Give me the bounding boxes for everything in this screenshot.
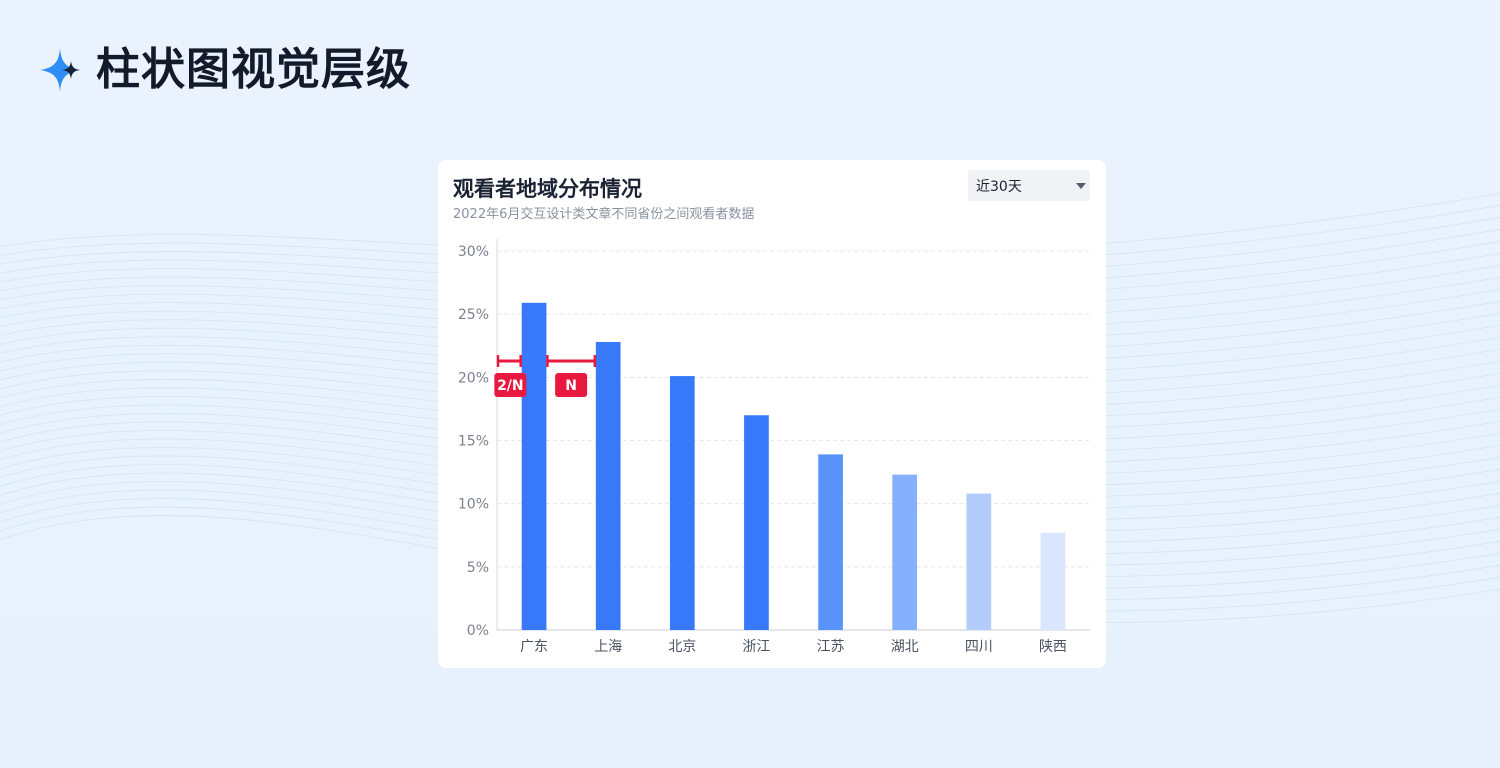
bar-陕西[interactable] xyxy=(1040,532,1066,630)
full-gap-badge xyxy=(555,373,588,397)
x-tick-label: 湖北 xyxy=(891,639,919,655)
x-tick-label: 四川 xyxy=(965,639,993,655)
bar-北京[interactable] xyxy=(669,376,695,630)
x-tick-label: 上海 xyxy=(594,639,622,655)
y-tick-label: 0% xyxy=(467,623,489,639)
bar-湖北[interactable] xyxy=(892,474,918,630)
y-tick-label: 10% xyxy=(458,497,489,513)
y-tick-label: 25% xyxy=(458,307,489,323)
sparkle-icon xyxy=(40,48,80,92)
date-range-select[interactable]: 近30天 xyxy=(968,170,1090,201)
bar-江苏[interactable] xyxy=(818,454,843,630)
x-tick-label: 江苏 xyxy=(817,639,845,655)
x-tick-label: 浙江 xyxy=(742,639,770,655)
bar-四川[interactable] xyxy=(966,493,992,630)
card-subtitle: 2022年6月交互设计类文章不同省份之间观看者数据 xyxy=(453,207,755,222)
y-tick-label: 30% xyxy=(458,244,489,260)
page-header: 柱状图视觉层级 xyxy=(38,44,411,96)
y-tick-label: 15% xyxy=(458,434,489,450)
chart-card: 0% 5% 10% 15% 20% 25% 30% 广东 上海 北京 浙江 江苏 湖北 四川 陕西 2/N N … xyxy=(438,160,1106,668)
caret-down-icon xyxy=(1076,182,1086,189)
card-title: 观看者地域分布情况 xyxy=(453,177,642,201)
sparkle-small xyxy=(62,61,80,79)
half-gap-badge xyxy=(494,373,527,397)
page-title: 柱状图视觉层级 xyxy=(96,44,411,95)
bar-chart: 0% 5% 10% 15% 20% 25% 30% 广东 上海 北京 浙江 江苏 湖北 四川 陕西 2/N N xyxy=(458,239,1090,655)
x-tick-label: 北京 xyxy=(668,639,696,655)
bar-广东[interactable] xyxy=(521,302,547,630)
full-gap-label: N xyxy=(565,378,577,394)
bar-上海[interactable] xyxy=(595,341,621,630)
x-tick-label: 陕西 xyxy=(1039,639,1067,655)
y-tick-label: 5% xyxy=(467,560,489,576)
x-tick-label: 广东 xyxy=(520,639,548,655)
date-range-value: 近30天 xyxy=(976,178,1022,195)
y-tick-label: 20% xyxy=(458,370,489,386)
bar-浙江[interactable] xyxy=(744,415,769,630)
sparkle-large xyxy=(40,48,80,92)
half-gap-label: 2/N xyxy=(497,378,524,394)
